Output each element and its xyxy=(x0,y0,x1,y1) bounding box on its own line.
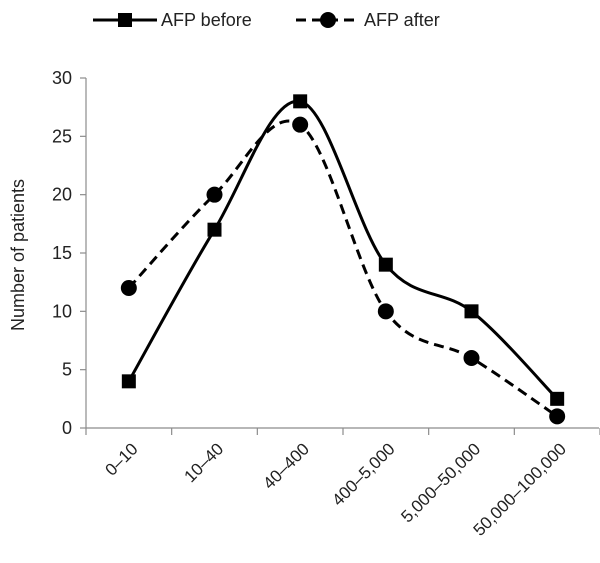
data-point-afp-after xyxy=(463,350,480,366)
x-tick-label: 50,000–100,000 xyxy=(470,439,570,539)
x-tick-label: 10–40 xyxy=(180,439,227,486)
x-tick-label: 5,000–50,000 xyxy=(397,439,484,526)
y-tick-label: 15 xyxy=(52,243,72,263)
legend-label: AFP before xyxy=(161,10,252,30)
legend-marker xyxy=(118,13,132,27)
data-point-afp-before xyxy=(464,304,479,319)
data-point-afp-before xyxy=(207,222,222,237)
series-line-afp-before xyxy=(127,99,559,400)
y-axis-label: Number of patients xyxy=(8,179,28,331)
data-point-afp-before xyxy=(293,94,308,109)
y-tick-label: 0 xyxy=(62,418,72,438)
data-point-afp-before xyxy=(378,257,393,272)
data-point-afp-before xyxy=(121,374,136,389)
legend-marker xyxy=(320,12,336,28)
data-point-afp-after xyxy=(549,408,566,425)
x-tick-label: 40–400 xyxy=(259,439,313,493)
y-tick-label: 20 xyxy=(52,185,72,205)
data-point-afp-before xyxy=(550,391,565,406)
x-tick-label: 0–10 xyxy=(101,439,141,479)
legend-label: AFP after xyxy=(364,10,440,30)
data-point-afp-after xyxy=(377,303,394,320)
series-afp-after xyxy=(120,116,566,425)
y-tick-label: 5 xyxy=(62,360,72,380)
data-point-afp-after xyxy=(292,116,309,133)
y-tick-label: 30 xyxy=(52,68,72,88)
legend-item-afp-before: AFP before xyxy=(93,10,252,30)
y-tick-label: 10 xyxy=(52,301,72,321)
data-point-afp-after xyxy=(206,186,223,203)
y-tick-label: 25 xyxy=(52,126,72,146)
axes: Number of patients 0 5 10 15 20 25 30 0–10 10–40… xyxy=(8,68,600,540)
series-afp-before xyxy=(121,94,565,406)
series xyxy=(120,94,566,425)
data-point-afp-after xyxy=(120,280,137,296)
legend-item-afp-after: AFP after xyxy=(296,10,440,30)
legend: AFP before AFP after xyxy=(93,10,440,30)
x-tick-label: 400–5,000 xyxy=(328,439,398,509)
